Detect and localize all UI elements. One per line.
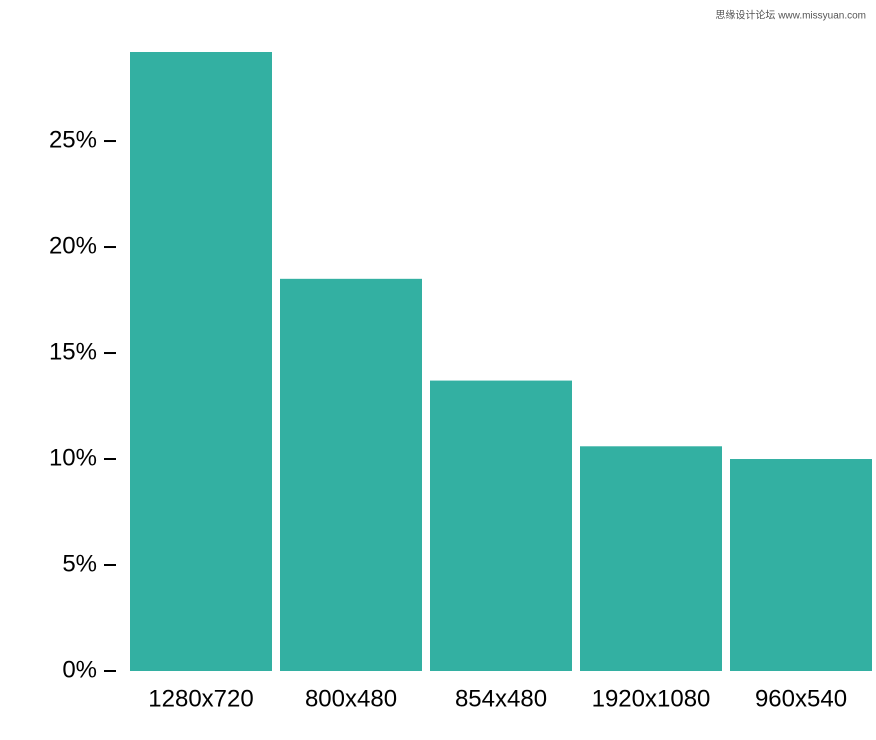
bar bbox=[130, 52, 272, 671]
y-tick-label: 0% bbox=[62, 656, 97, 683]
y-tick-label: 20% bbox=[49, 232, 97, 259]
y-tick-label: 15% bbox=[49, 338, 97, 365]
x-tick-label: 854x480 bbox=[455, 685, 547, 712]
y-tick-label: 25% bbox=[49, 126, 97, 153]
x-tick-label: 1920x1080 bbox=[592, 685, 711, 712]
watermark: 思缘设计论坛 www.missyuan.com bbox=[715, 9, 866, 22]
x-tick-label: 800x480 bbox=[305, 685, 397, 712]
y-tick-label: 5% bbox=[62, 550, 97, 577]
bar bbox=[280, 278, 422, 671]
bar bbox=[580, 446, 722, 671]
y-tick-label: 10% bbox=[49, 444, 97, 471]
x-tick-label: 960x540 bbox=[755, 685, 847, 712]
x-tick-label: 1280x720 bbox=[148, 685, 253, 712]
bar bbox=[430, 380, 572, 671]
bar bbox=[730, 459, 872, 671]
